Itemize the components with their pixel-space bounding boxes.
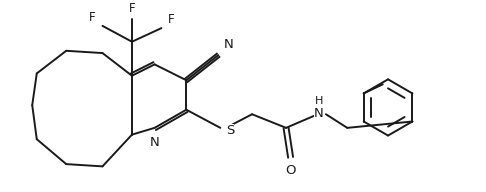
Text: F: F [129, 2, 135, 15]
Text: O: O [285, 164, 296, 177]
Text: F: F [89, 11, 96, 24]
Text: N: N [150, 136, 159, 149]
Text: N: N [224, 38, 233, 51]
Text: H: H [314, 96, 323, 106]
Text: F: F [168, 13, 175, 26]
Text: S: S [226, 124, 234, 137]
Text: N: N [314, 107, 324, 120]
